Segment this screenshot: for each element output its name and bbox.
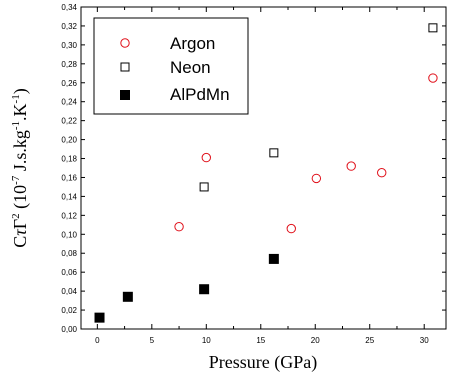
y-tick-label: 0,16 bbox=[61, 173, 77, 182]
x-tick-label: 10 bbox=[202, 336, 211, 345]
y-tick-label: 0,18 bbox=[61, 155, 77, 164]
legend-marker-argon bbox=[120, 38, 130, 48]
x-axis-ticks: 0 5 10 15 20 25 30 bbox=[95, 7, 429, 345]
y-tick-label: 0,08 bbox=[61, 249, 77, 258]
y-axis-label-group: CτΓ2 (10-7 J.s.kg-1.K-1) bbox=[10, 88, 31, 247]
y-tick-label: 0,30 bbox=[61, 41, 77, 50]
data-point-argon bbox=[377, 168, 387, 178]
plot-frame bbox=[80, 6, 447, 330]
data-point-argon bbox=[428, 73, 438, 83]
y-tick-label: 0,02 bbox=[61, 306, 77, 315]
x-tick-label: 0 bbox=[95, 336, 100, 345]
data-point-alpdmn bbox=[268, 253, 279, 264]
legend-label-neon: Neon bbox=[170, 58, 211, 77]
legend-box bbox=[93, 17, 249, 115]
legend-marker-alpdmn bbox=[120, 90, 130, 100]
data-point-alpdmn bbox=[122, 291, 133, 302]
data-points bbox=[94, 23, 438, 323]
data-point-argon bbox=[201, 152, 211, 163]
y-tick-label: 0,04 bbox=[61, 287, 77, 296]
data-point-neon bbox=[199, 182, 209, 192]
x-tick-label: 30 bbox=[420, 336, 429, 345]
x-tick-label: 5 bbox=[150, 336, 155, 345]
data-point-neon bbox=[269, 148, 279, 158]
x-tick-label: 20 bbox=[311, 336, 320, 345]
y-tick-label: 0,24 bbox=[61, 98, 77, 107]
data-point-argon bbox=[174, 222, 184, 232]
y-tick-label: 0,20 bbox=[61, 136, 77, 145]
y-tick-label: 0,10 bbox=[61, 230, 77, 239]
data-point-neon bbox=[428, 23, 438, 33]
legend-marker-neon bbox=[120, 62, 130, 72]
y-tick-label: 0,14 bbox=[61, 192, 77, 201]
y-tick-label: 0,28 bbox=[61, 60, 77, 69]
y-tick-label: 0,26 bbox=[61, 79, 77, 88]
y-axis-ticks: 0,00 0,02 0,04 0,06 0,08 0,10 0,12 0,14 0,16 0,18… bbox=[61, 3, 446, 334]
data-point-alpdmn bbox=[199, 284, 210, 295]
legend: Argon Neon AlPdMn bbox=[93, 17, 249, 115]
y-tick-label: 0,06 bbox=[61, 268, 77, 277]
data-point-argon bbox=[286, 223, 296, 234]
y-tick-label: 0,22 bbox=[61, 117, 77, 126]
y-tick-label: 0,32 bbox=[61, 22, 77, 31]
x-tick-label: 25 bbox=[365, 336, 374, 345]
y-tick-label: 0,34 bbox=[61, 3, 77, 12]
data-point-alpdmn bbox=[94, 312, 105, 323]
y-tick-label: 0,00 bbox=[61, 325, 77, 334]
x-axis-label: Pressure (GPa) bbox=[209, 352, 317, 373]
y-tick-label: 0,12 bbox=[61, 211, 77, 220]
data-point-argon bbox=[311, 173, 322, 184]
data-point-argon bbox=[346, 161, 356, 171]
legend-label-argon: Argon bbox=[170, 34, 215, 53]
y-axis-label: CτΓ2 (10-7 J.s.kg-1.K-1) bbox=[10, 88, 31, 247]
legend-label-alpdmn: AlPdMn bbox=[170, 85, 230, 104]
x-tick-label: 15 bbox=[256, 336, 265, 345]
